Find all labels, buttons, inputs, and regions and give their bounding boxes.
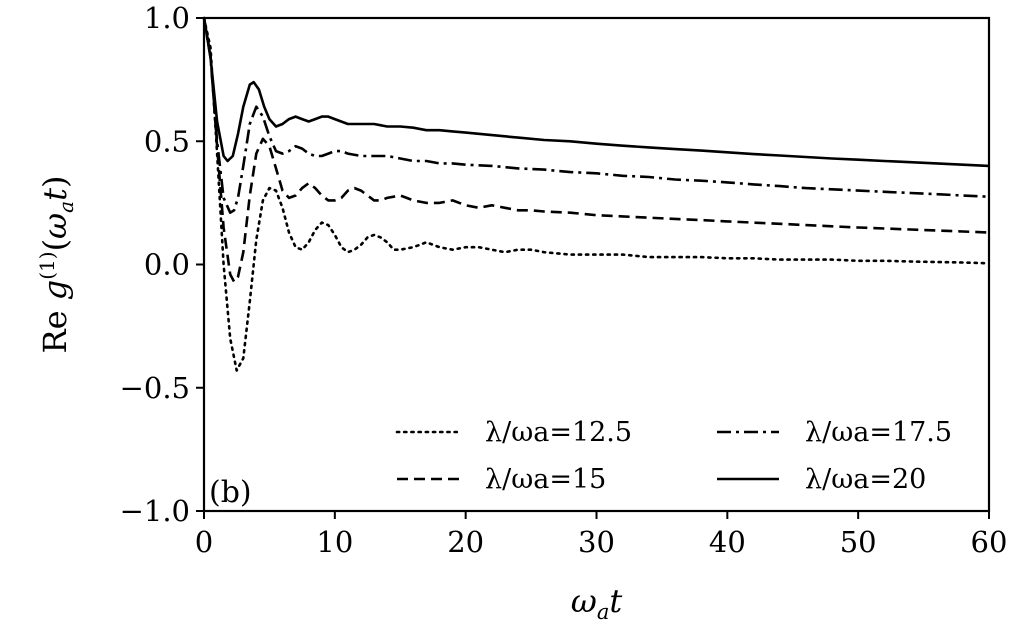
x-axis: 0 10 20 30 40 50 60 <box>195 511 1008 559</box>
y-axis-label-omega: ω <box>36 213 74 239</box>
series-line-2 <box>202 17 990 284</box>
y-tick-label: 0.5 <box>144 124 190 158</box>
y-axis-label-t: t <box>36 188 74 201</box>
y-axis-label-subscript: a <box>54 201 78 213</box>
x-axis-label: ωat <box>571 582 623 624</box>
legend: λ/ωa=12.5 λ/ωa=15 λ/ωa=17.5 λ/ωa=20 <box>395 417 952 495</box>
x-axis-label-omega: ω <box>571 582 597 620</box>
y-axis-label-arg: ( <box>36 239 74 251</box>
series-line-4 <box>202 17 990 168</box>
x-tick-label: 60 <box>971 525 1008 559</box>
y-axis: −1.0 −0.5 0.0 0.5 1.0 <box>120 1 204 528</box>
x-tick-label: 20 <box>447 525 484 559</box>
y-tick-label: 0.0 <box>144 248 190 282</box>
y-tick-label: −0.5 <box>120 371 190 405</box>
x-tick-label: 50 <box>840 525 877 559</box>
y-tick-label: −1.0 <box>120 494 190 528</box>
x-tick-label: 40 <box>709 525 746 559</box>
series-layer <box>202 16 991 372</box>
y-tick-label: 1.0 <box>144 1 190 35</box>
legend-label-3: λ/ωa=17.5 <box>805 417 952 448</box>
x-tick-label: 30 <box>578 525 615 559</box>
x-axis-label-t: t <box>609 582 622 620</box>
y-axis-label-g: g <box>36 280 74 300</box>
x-axis-label-subscript: a <box>597 600 610 624</box>
x-tick-label: 10 <box>316 525 353 559</box>
x-tick-label: 0 <box>195 525 213 559</box>
y-axis-label-close: ) <box>36 176 74 188</box>
y-axis-label-re: Re <box>36 300 74 353</box>
legend-label-1: λ/ωa=12.5 <box>485 417 632 448</box>
series-line-1 <box>202 16 991 372</box>
legend-label-4: λ/ωa=20 <box>805 464 926 495</box>
legend-label-2: λ/ωa=15 <box>485 464 606 495</box>
panel-label: (b) <box>209 475 252 510</box>
y-axis-label-superscript: (1) <box>35 251 59 279</box>
series-line-3 <box>202 17 990 214</box>
y-axis-label: Re g(1)(ωat) <box>35 176 78 354</box>
